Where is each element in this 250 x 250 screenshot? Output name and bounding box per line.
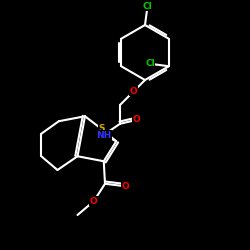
Text: NH: NH: [96, 130, 111, 140]
Text: S: S: [98, 124, 104, 133]
Text: NH: NH: [96, 130, 111, 140]
Text: O: O: [130, 87, 138, 96]
Text: Cl: Cl: [142, 2, 152, 11]
Text: Cl: Cl: [145, 59, 155, 68]
Text: O: O: [132, 116, 140, 124]
Text: O: O: [121, 182, 129, 191]
Text: O: O: [90, 197, 98, 206]
